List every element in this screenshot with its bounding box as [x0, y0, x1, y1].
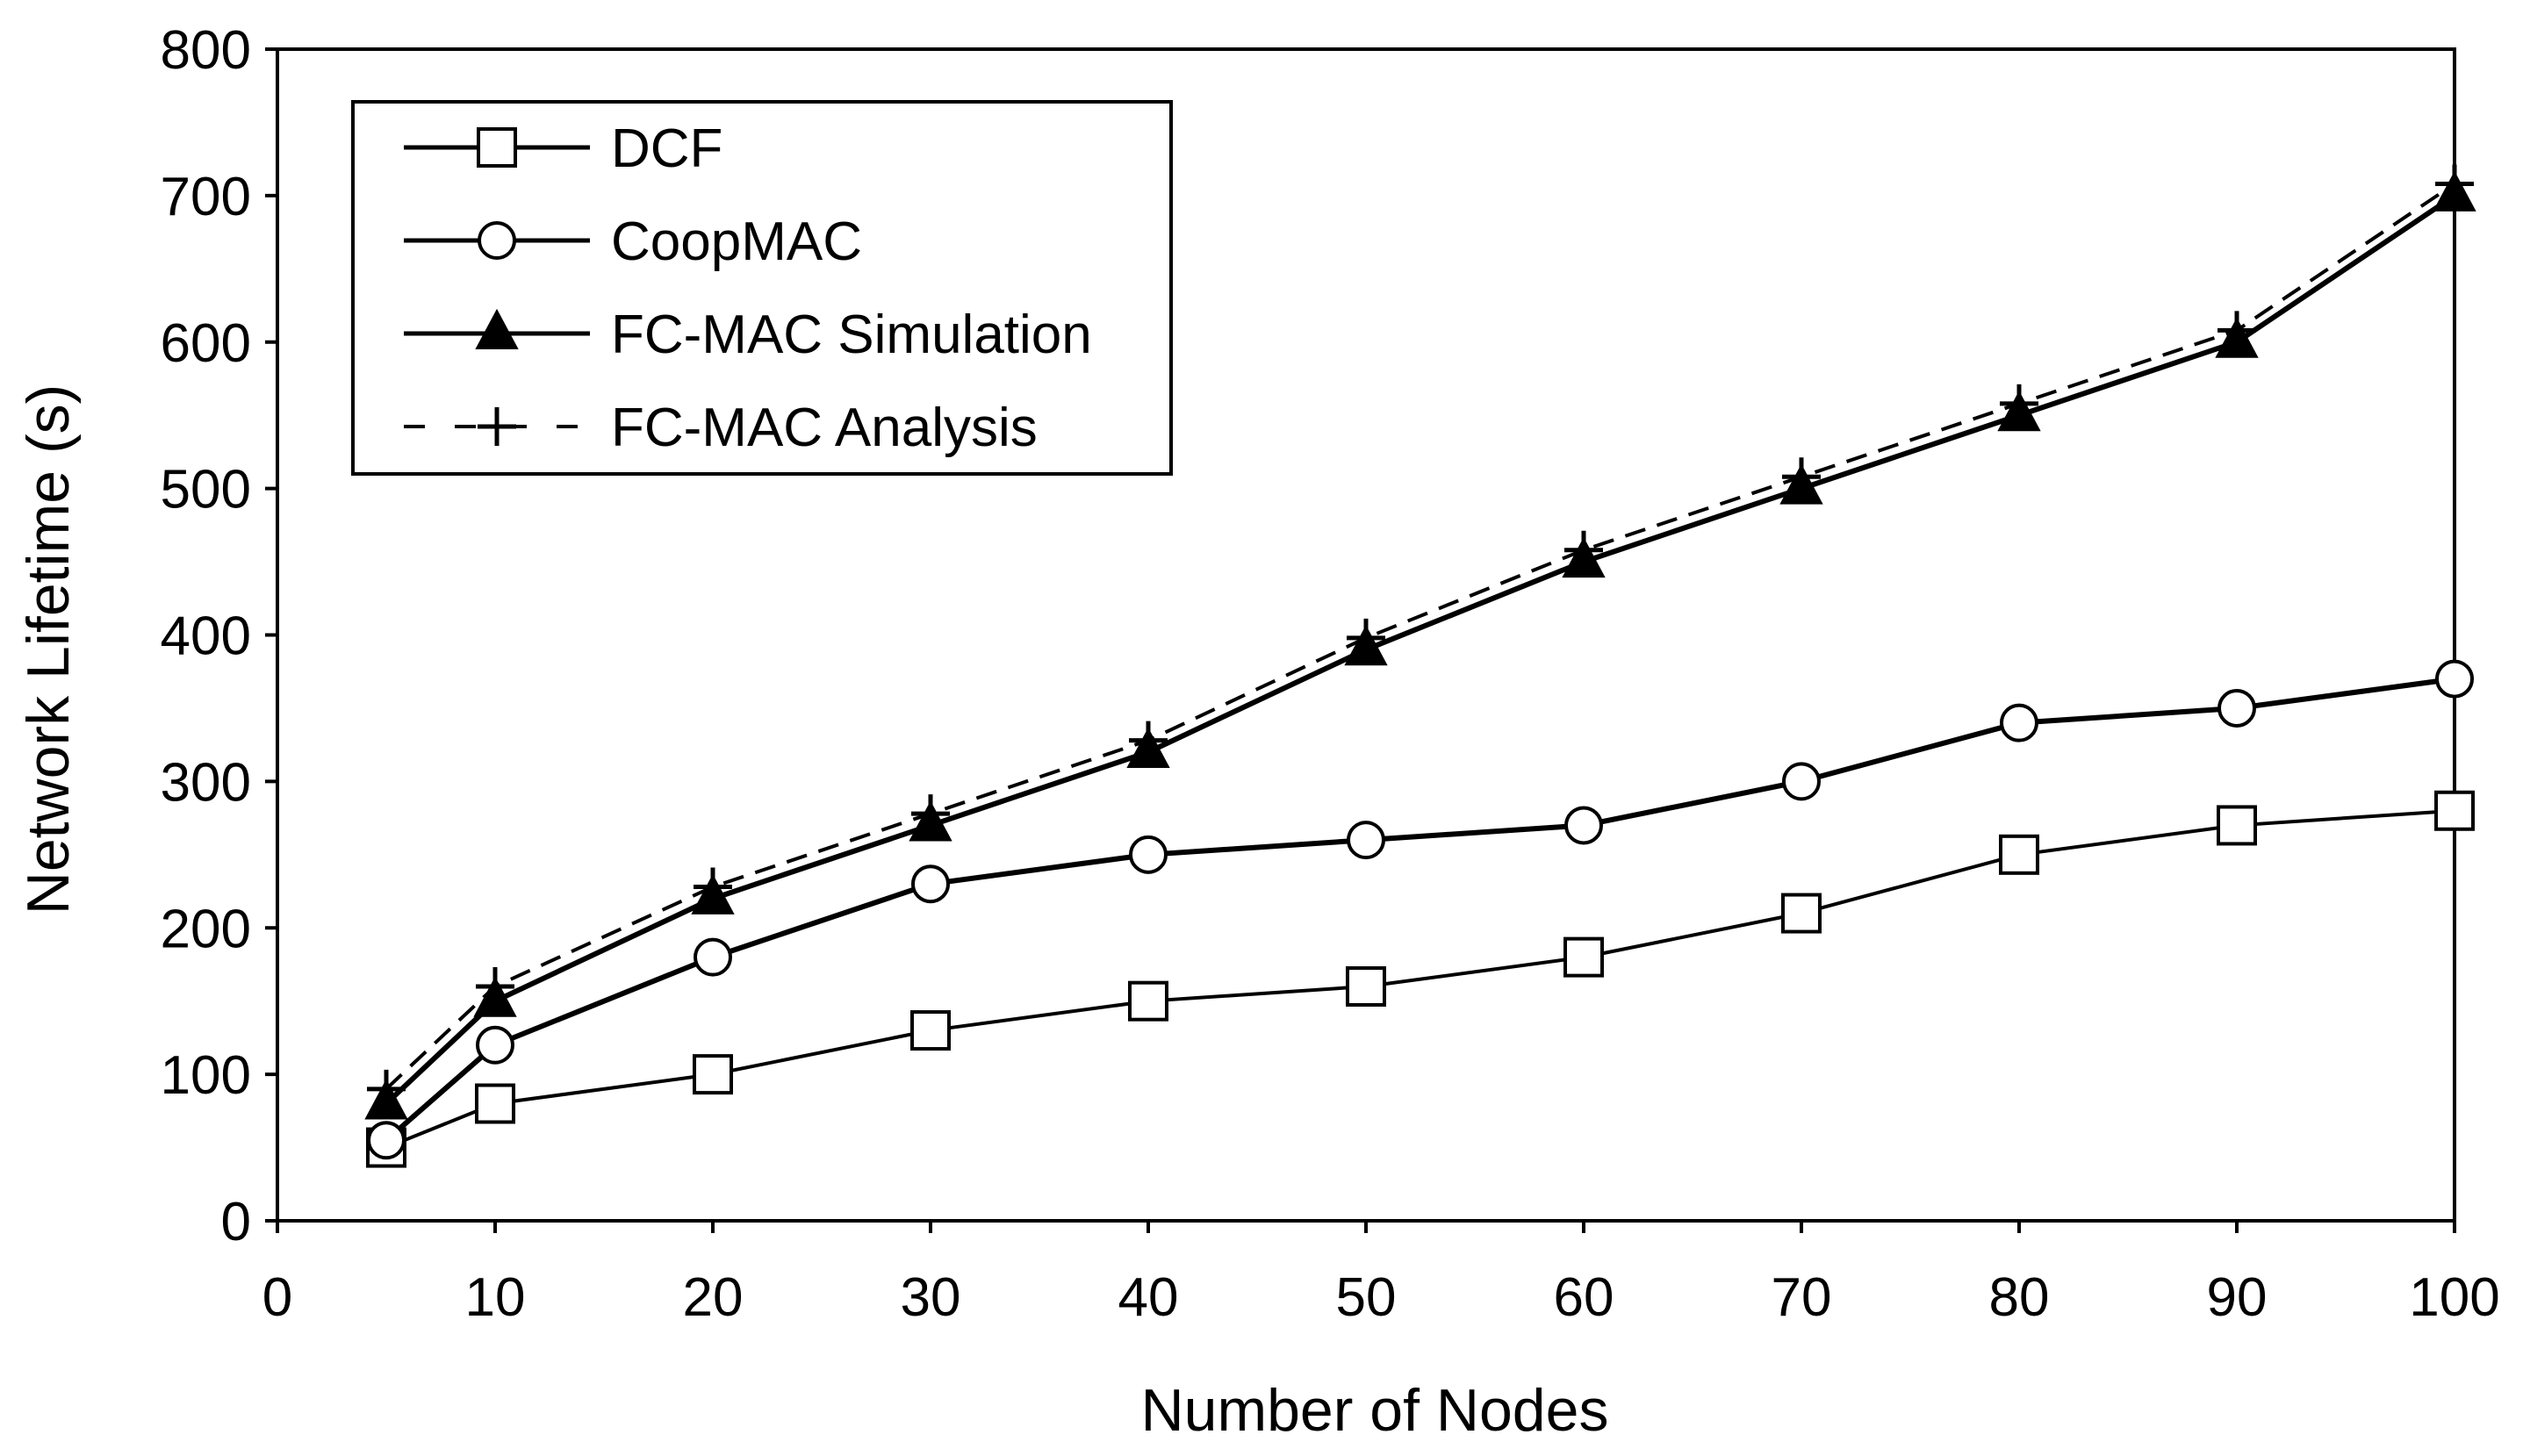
- legend: DCF CoopMAC FC-MAC Simulation FC-MAC Analys…: [351, 100, 1173, 476]
- legend-entry-fc-mac-analysis: FC-MAC Analysis: [404, 398, 1038, 458]
- data-point-fc-mac-simulation: [1997, 391, 2041, 432]
- data-point-dcf: [1128, 980, 1168, 1022]
- data-point-fc-mac-simulation: [2433, 170, 2476, 212]
- legend-label: CoopMAC: [611, 212, 862, 272]
- legend-marker-coopmac: [478, 221, 516, 260]
- series-line-dcf: [385, 808, 2455, 1150]
- data-point-fc-mac-simulation: [691, 873, 735, 914]
- data-point-coopmac: [476, 1025, 514, 1065]
- data-point-fc-mac-simulation: [1779, 463, 1823, 505]
- data-point-coopmac: [1782, 762, 1821, 801]
- y-axis-title: Network Lifetime (s): [15, 384, 82, 915]
- x-axis-title: Number of Nodes: [1141, 1377, 1609, 1444]
- x-tick-label: 30: [901, 1267, 961, 1328]
- data-point-dcf: [1563, 936, 1604, 978]
- y-tick-label: 800: [161, 20, 251, 81]
- data-point-coopmac: [367, 1121, 406, 1160]
- x-axis: 0 10 20 30 40 50 60 70 80 90 100: [262, 1221, 2500, 1328]
- data-point-coopmac: [1129, 835, 1168, 874]
- data-point-coopmac: [2218, 688, 2256, 728]
- x-tick-label: 90: [2207, 1267, 2268, 1328]
- y-tick-label: 600: [161, 313, 251, 374]
- data-point-dcf: [1999, 834, 2039, 875]
- series-layer: [364, 164, 2476, 1168]
- x-tick-label: 10: [465, 1267, 526, 1328]
- legend-label: FC-MAC Analysis: [611, 398, 1038, 458]
- data-point-coopmac: [1347, 821, 1385, 860]
- data-point-coopmac: [2435, 659, 2474, 699]
- y-tick-label: 0: [221, 1192, 251, 1252]
- legend-entry-coopmac: CoopMAC: [404, 212, 862, 272]
- data-point-fc-mac-simulation: [1562, 536, 1606, 578]
- legend-marker-fc-mac-analysis: [478, 407, 516, 446]
- x-tick-label: 60: [1554, 1267, 1614, 1328]
- data-point-dcf: [2434, 790, 2475, 831]
- x-tick-label: 50: [1336, 1267, 1397, 1328]
- series-fc-mac-simulation: [364, 170, 2476, 1120]
- x-tick-label: 80: [1989, 1267, 2050, 1328]
- y-tick-label: 400: [161, 606, 251, 667]
- data-point-fc-mac-simulation: [909, 800, 952, 842]
- data-point-fc-mac-simulation: [473, 976, 517, 1017]
- legend-entry-dcf: DCF: [404, 118, 722, 179]
- data-point-coopmac: [2000, 703, 2038, 742]
- x-tick-label: 70: [1772, 1267, 1832, 1328]
- y-tick-label: 500: [161, 460, 251, 520]
- x-tick-label: 40: [1118, 1267, 1179, 1328]
- data-point-coopmac: [694, 937, 732, 977]
- data-point-dcf: [693, 1054, 733, 1095]
- x-tick-label: 0: [262, 1267, 292, 1328]
- legend-label: DCF: [611, 118, 722, 179]
- y-axis: 0 100 200 300 400 500 600 700 800: [161, 20, 277, 1252]
- data-point-coopmac: [1564, 806, 1603, 845]
- legend-entry-fc-mac-simulation: FC-MAC Simulation: [404, 305, 1092, 365]
- data-point-dcf: [1781, 893, 1822, 934]
- legend-label: FC-MAC Simulation: [611, 305, 1092, 365]
- data-point-coopmac: [911, 864, 950, 904]
- data-point-fc-mac-simulation: [2215, 317, 2259, 358]
- x-tick-label: 100: [2409, 1267, 2499, 1328]
- data-point-dcf: [910, 1010, 951, 1051]
- series-coopmac: [367, 659, 2474, 1160]
- x-tick-label: 20: [683, 1267, 744, 1328]
- data-point-dcf: [1346, 966, 1386, 1007]
- series-dcf: [366, 790, 2475, 1168]
- y-tick-label: 300: [161, 752, 251, 813]
- data-point-fc-mac-simulation: [1344, 625, 1388, 666]
- data-point-dcf: [475, 1083, 515, 1124]
- series-line-fc-mac-analysis: [385, 182, 2456, 1091]
- data-point-dcf: [2217, 805, 2257, 846]
- legend-marker-dcf: [477, 127, 517, 168]
- y-tick-label: 100: [161, 1045, 251, 1106]
- y-tick-label: 700: [161, 167, 251, 227]
- data-point-fc-mac-simulation: [364, 1079, 408, 1120]
- y-tick-label: 200: [161, 899, 251, 959]
- data-point-fc-mac-simulation: [1126, 727, 1170, 768]
- legend-marker-fc-mac-simulation: [475, 308, 519, 349]
